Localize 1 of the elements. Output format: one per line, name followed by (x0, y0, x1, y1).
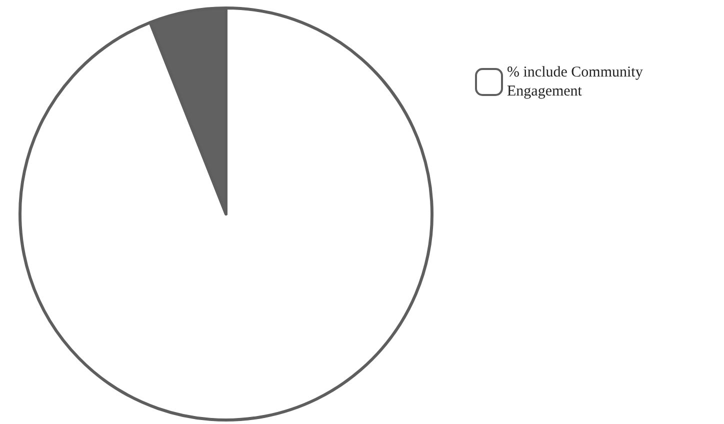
legend-label: % include Community Engagement (507, 64, 647, 100)
